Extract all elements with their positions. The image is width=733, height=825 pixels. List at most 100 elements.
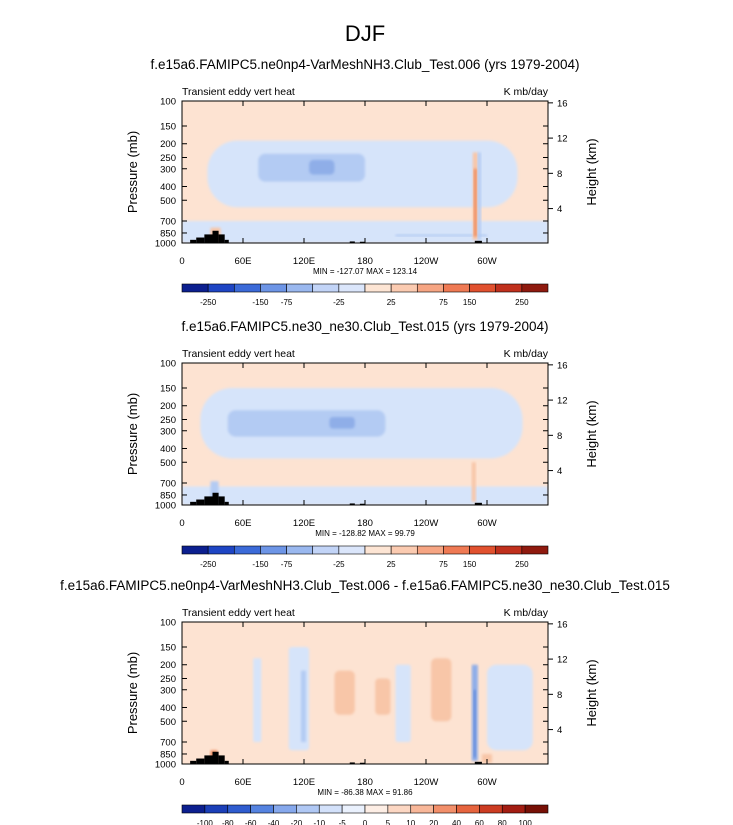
colorbar-label: 20 [429, 819, 438, 825]
terrain-mask [218, 755, 225, 764]
main-title: DJF [345, 21, 385, 46]
xtick-label: 0 [179, 777, 184, 788]
field [182, 101, 548, 243]
xtick-label: 60W [477, 777, 497, 788]
terrain-mask [196, 237, 205, 243]
colorbar-swatch [233, 283, 261, 293]
colorbar-swatch [364, 804, 389, 814]
xtick-label: 120E [293, 518, 315, 529]
contour-region [431, 658, 452, 722]
contour-region [227, 410, 386, 437]
ytick-label: 400 [160, 182, 176, 193]
ytick-label: 700 [160, 479, 176, 490]
field [182, 363, 548, 505]
ytick-label: 850 [160, 490, 176, 501]
terrain-mask [349, 503, 355, 505]
terrain-mask [204, 496, 213, 505]
height-tick-label: 16 [557, 98, 568, 109]
terrain-mask [474, 240, 482, 243]
contour-region [309, 159, 335, 175]
contour-region [471, 462, 476, 502]
colorbar-swatch [390, 283, 418, 293]
colorbar-swatch [250, 804, 274, 814]
colorbar-swatch [521, 283, 549, 293]
xtick-label: 60E [235, 777, 252, 788]
colorbar-label: 250 [515, 298, 529, 307]
terrain-mask [474, 502, 482, 505]
height-tick-label: 16 [557, 619, 568, 630]
terrain-mask [349, 241, 355, 243]
colorbar-swatch [273, 804, 297, 814]
colorbar-label: 60 [475, 819, 484, 825]
ytick-label: 200 [160, 401, 176, 412]
ytick-label: 100 [160, 359, 176, 370]
xtick-label: 120W [414, 256, 439, 267]
terrain-mask [359, 762, 365, 764]
terrain-mask [474, 761, 482, 764]
colorbar-swatch [495, 545, 523, 555]
ytick-label: 1000 [155, 239, 176, 250]
terrain-mask [359, 503, 365, 505]
colorbar-swatch [312, 283, 340, 293]
height-tick-label: 12 [557, 655, 568, 666]
terrain-mask [218, 234, 225, 243]
colorbar-swatch [416, 545, 444, 555]
colorbar-swatch [495, 283, 523, 293]
colorbar-label: -75 [281, 298, 293, 307]
ytick-label: 700 [160, 217, 176, 228]
colorbar-swatch [443, 545, 470, 555]
colorbar-label: -80 [222, 819, 234, 825]
terrain-mask [212, 751, 219, 764]
contour-region [487, 664, 533, 751]
ytick-label: 200 [160, 139, 176, 150]
colorbar-swatch [469, 545, 497, 555]
colorbar-swatch [387, 804, 412, 814]
colorbar: -100 -80 -60 -40 -20 -10 -5 0 5 10 20 40 60 80 100 [181, 804, 549, 825]
y-axis-label-right: Height (km) [584, 659, 599, 726]
left-string: Transient eddy vert heat [182, 607, 295, 619]
contour-region [253, 658, 262, 743]
height-tick-label: 8 [557, 431, 562, 442]
xtick-label: 180 [357, 518, 373, 529]
ytick-label: 400 [160, 703, 176, 714]
xtick-label: 60W [477, 518, 497, 529]
xtick-label: 180 [357, 256, 373, 267]
contour-region [329, 416, 355, 429]
height-tick-label: 12 [557, 134, 568, 145]
contour-region [300, 670, 307, 743]
ytick-label: 150 [160, 643, 176, 654]
contour-region [375, 678, 391, 715]
ytick-label: 500 [160, 717, 176, 728]
terrain-mask [349, 762, 355, 764]
terrain-mask [196, 499, 205, 505]
left-string: Transient eddy vert heat [182, 86, 295, 98]
panel-2: f.e15a6.FAMIPC5.ne30_ne30.Club_Test.015 … [125, 319, 599, 569]
left-string: Transient eddy vert heat [182, 348, 295, 360]
colorbar-swatch [181, 283, 209, 293]
terrain-mask [218, 496, 225, 505]
xtick-label: 180 [357, 777, 373, 788]
xtick-label: 60E [235, 518, 252, 529]
colorbar-swatch [524, 804, 549, 814]
colorbar-swatch [338, 283, 366, 293]
xtick-label: 0 [179, 256, 184, 267]
colorbar-swatch [338, 545, 366, 555]
field [182, 622, 548, 764]
terrain-mask [212, 230, 219, 243]
colorbar: -250 -150 -75 -25 25 75 150 250 [181, 545, 549, 569]
units-label: K mb/day [504, 607, 549, 619]
y-axis-label: Pressure (mb) [125, 131, 140, 213]
ytick-label: 300 [160, 426, 176, 437]
colorbar-swatch [207, 545, 235, 555]
colorbar-label: -10 [313, 819, 325, 825]
colorbar-swatch [456, 804, 480, 814]
colorbar-swatch [286, 283, 314, 293]
colorbar-label: 10 [406, 819, 415, 825]
ytick-label: 1000 [155, 760, 176, 771]
colorbar-label: 75 [439, 298, 448, 307]
colorbar-label: 40 [452, 819, 461, 825]
contour-region [182, 486, 548, 505]
ytick-label: 100 [160, 97, 176, 108]
xtick-label: 60W [477, 256, 497, 267]
